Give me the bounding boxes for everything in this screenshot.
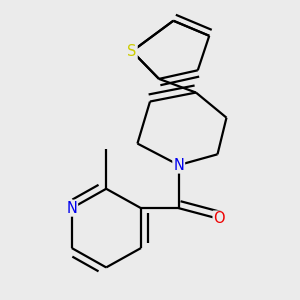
Text: O: O (214, 212, 225, 226)
Text: N: N (173, 158, 184, 172)
Text: N: N (66, 201, 77, 216)
Text: S: S (128, 44, 137, 59)
